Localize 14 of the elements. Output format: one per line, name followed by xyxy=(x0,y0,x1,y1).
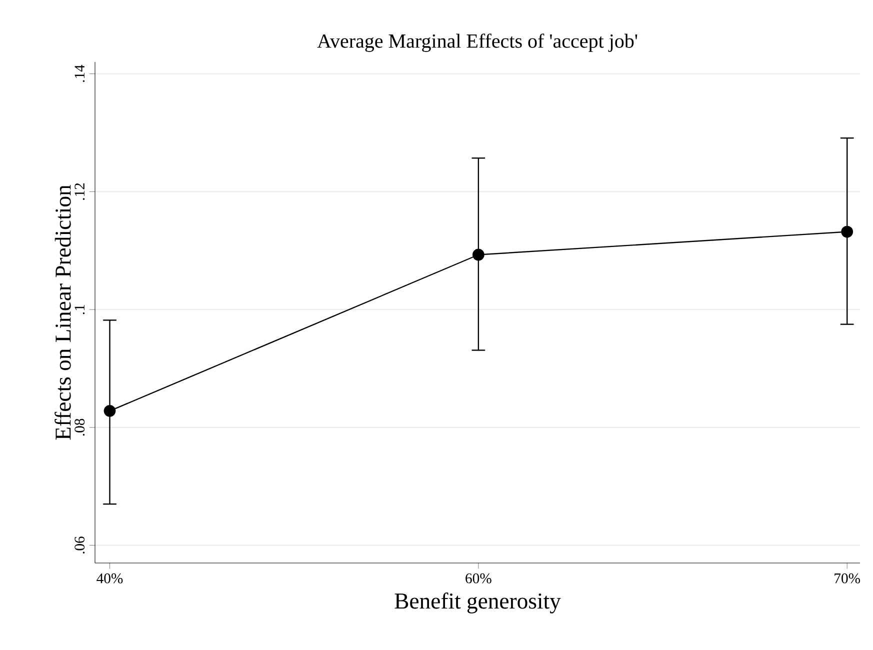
y-tick-label: .08 xyxy=(74,418,85,436)
chart-title: Average Marginal Effects of 'accept job' xyxy=(317,34,638,52)
y-tick-label: .14 xyxy=(74,64,85,82)
point xyxy=(104,405,116,417)
y-tick-label: .06 xyxy=(74,536,85,554)
x-axis-title: Benefit generosity xyxy=(394,592,561,614)
x-tick-label: 60% xyxy=(466,573,492,584)
x-tick-label: 70% xyxy=(834,573,860,584)
point xyxy=(472,248,484,261)
y-axis-title: Effects on Linear Prediction xyxy=(54,184,71,440)
y-tick-label: .1 xyxy=(74,304,85,314)
y-tick-label: .12 xyxy=(74,183,85,200)
point xyxy=(841,226,854,238)
x-tick-label: 40% xyxy=(96,573,123,584)
